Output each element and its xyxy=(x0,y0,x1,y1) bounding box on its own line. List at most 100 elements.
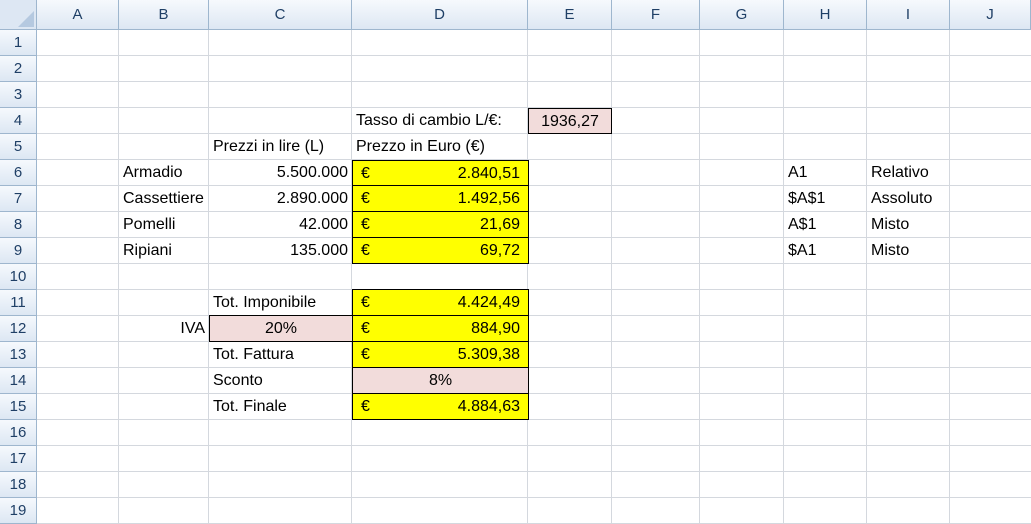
euro-symbol: € xyxy=(361,190,370,207)
cell-c13[interactable]: Tot. Fattura xyxy=(213,346,294,363)
row-header-10[interactable]: 10 xyxy=(0,264,37,290)
row-header-19[interactable]: 19 xyxy=(0,498,37,524)
cell-d12[interactable]: € 884,90 xyxy=(352,315,529,342)
row-header-17[interactable]: 17 xyxy=(0,446,37,472)
gridline-vertical xyxy=(866,30,867,524)
cell-d7[interactable]: € 1.492,56 xyxy=(352,185,529,212)
cell-d12-value: 884,90 xyxy=(471,320,520,337)
cell-e4-exchange-rate[interactable]: 1936,27 xyxy=(528,108,612,134)
cell-d13[interactable]: € 5.309,38 xyxy=(352,341,529,368)
cell-b12[interactable]: IVA xyxy=(180,320,205,337)
row-header-18[interactable]: 18 xyxy=(0,472,37,498)
gridline-horizontal xyxy=(37,107,1031,108)
row-header-12[interactable]: 12 xyxy=(0,316,37,342)
gridline-horizontal xyxy=(37,367,1031,368)
row-header-3[interactable]: 3 xyxy=(0,82,37,108)
gridline-vertical xyxy=(783,30,784,524)
gridline-horizontal xyxy=(37,419,1031,420)
cell-h7[interactable]: $A$1 xyxy=(788,190,826,207)
cell-d11[interactable]: € 4.424,49 xyxy=(352,289,529,316)
cell-i7[interactable]: Assoluto xyxy=(871,190,933,207)
cell-i6[interactable]: Relativo xyxy=(871,164,929,181)
cell-d9[interactable]: € 69,72 xyxy=(352,237,529,264)
row-header-6[interactable]: 6 xyxy=(0,160,37,186)
cell-b7[interactable]: Cassettiere xyxy=(123,190,204,207)
column-header-d[interactable]: D xyxy=(352,0,528,30)
cell-d15[interactable]: € 4.884,63 xyxy=(352,393,529,420)
gridline-horizontal xyxy=(37,341,1031,342)
column-header-b[interactable]: B xyxy=(119,0,209,30)
cell-c6[interactable]: 5.500.000 xyxy=(276,164,348,181)
cell-d4[interactable]: Tasso di cambio L/€: xyxy=(356,112,502,129)
select-all-corner[interactable] xyxy=(0,0,37,30)
row-header-5[interactable]: 5 xyxy=(0,134,37,160)
cell-c9[interactable]: 135.000 xyxy=(290,242,348,259)
cell-i9[interactable]: Misto xyxy=(871,242,910,259)
column-header-j[interactable]: J xyxy=(950,0,1031,30)
gridline-horizontal xyxy=(37,315,1031,316)
select-all-triangle-icon xyxy=(18,11,34,27)
cell-c14[interactable]: Sconto xyxy=(213,372,263,389)
gridline-horizontal xyxy=(37,393,1031,394)
column-header-h[interactable]: H xyxy=(784,0,867,30)
gridline-vertical xyxy=(351,30,352,524)
euro-symbol: € xyxy=(361,294,370,311)
cell-h9[interactable]: $A1 xyxy=(788,242,817,259)
cell-d5[interactable]: Prezzo in Euro (€) xyxy=(356,138,485,155)
cell-d8[interactable]: € 21,69 xyxy=(352,211,529,238)
cell-d9-value: 69,72 xyxy=(479,242,520,259)
cell-c11[interactable]: Tot. Imponibile xyxy=(213,294,317,311)
cell-d15-value: 4.884,63 xyxy=(457,398,520,415)
euro-symbol: € xyxy=(361,216,370,233)
cell-d6[interactable]: € 2.840,51 xyxy=(352,160,529,186)
gridline-vertical xyxy=(949,30,950,524)
row-header-13[interactable]: 13 xyxy=(0,342,37,368)
row-header-16[interactable]: 16 xyxy=(0,420,37,446)
row-header-15[interactable]: 15 xyxy=(0,394,37,420)
gridline-horizontal xyxy=(37,81,1031,82)
row-header-4[interactable]: 4 xyxy=(0,108,37,134)
gridline-horizontal xyxy=(37,185,1031,186)
gridline-horizontal xyxy=(37,55,1031,56)
gridline-vertical xyxy=(208,30,209,524)
cell-c12-vat-rate[interactable]: 20% xyxy=(209,315,353,342)
cell-c5[interactable]: Prezzi in lire (L) xyxy=(213,138,325,155)
column-header-c[interactable]: C xyxy=(209,0,352,30)
cell-d14-discount[interactable]: 8% xyxy=(352,367,529,394)
euro-symbol: € xyxy=(361,346,370,363)
gridline-horizontal xyxy=(37,471,1031,472)
column-header-e[interactable]: E xyxy=(528,0,612,30)
cell-b9[interactable]: Ripiani xyxy=(123,242,172,259)
cell-c15[interactable]: Tot. Finale xyxy=(213,398,287,415)
cell-h6[interactable]: A1 xyxy=(788,164,808,181)
column-header-g[interactable]: G xyxy=(700,0,784,30)
gridline-vertical xyxy=(118,30,119,524)
gridline-vertical xyxy=(699,30,700,524)
column-header-i[interactable]: I xyxy=(867,0,950,30)
cell-c8[interactable]: 42.000 xyxy=(299,216,348,233)
cell-d13-value: 5.309,38 xyxy=(457,346,520,363)
column-header-a[interactable]: A xyxy=(37,0,119,30)
cell-d6-value: 2.840,51 xyxy=(457,165,520,182)
cell-c7[interactable]: 2.890.000 xyxy=(276,190,348,207)
row-header-8[interactable]: 8 xyxy=(0,212,37,238)
cell-b8[interactable]: Pomelli xyxy=(123,216,176,233)
row-header-11[interactable]: 11 xyxy=(0,290,37,316)
cell-d11-value: 4.424,49 xyxy=(457,294,520,311)
row-header-2[interactable]: 2 xyxy=(0,56,37,82)
euro-symbol: € xyxy=(361,398,370,415)
row-header-7[interactable]: 7 xyxy=(0,186,37,212)
cell-d8-value: 21,69 xyxy=(479,216,520,233)
gridline-horizontal xyxy=(37,237,1031,238)
row-header-14[interactable]: 14 xyxy=(0,368,37,394)
cell-d7-value: 1.492,56 xyxy=(457,190,520,207)
cell-i8[interactable]: Misto xyxy=(871,216,910,233)
row-header-1[interactable]: 1 xyxy=(0,30,37,56)
row-header-9[interactable]: 9 xyxy=(0,238,37,264)
column-header-f[interactable]: F xyxy=(612,0,700,30)
cell-h8[interactable]: A$1 xyxy=(788,216,817,233)
euro-symbol: € xyxy=(361,320,370,337)
gridline-vertical xyxy=(527,30,528,524)
cell-b6[interactable]: Armadio xyxy=(123,164,183,181)
